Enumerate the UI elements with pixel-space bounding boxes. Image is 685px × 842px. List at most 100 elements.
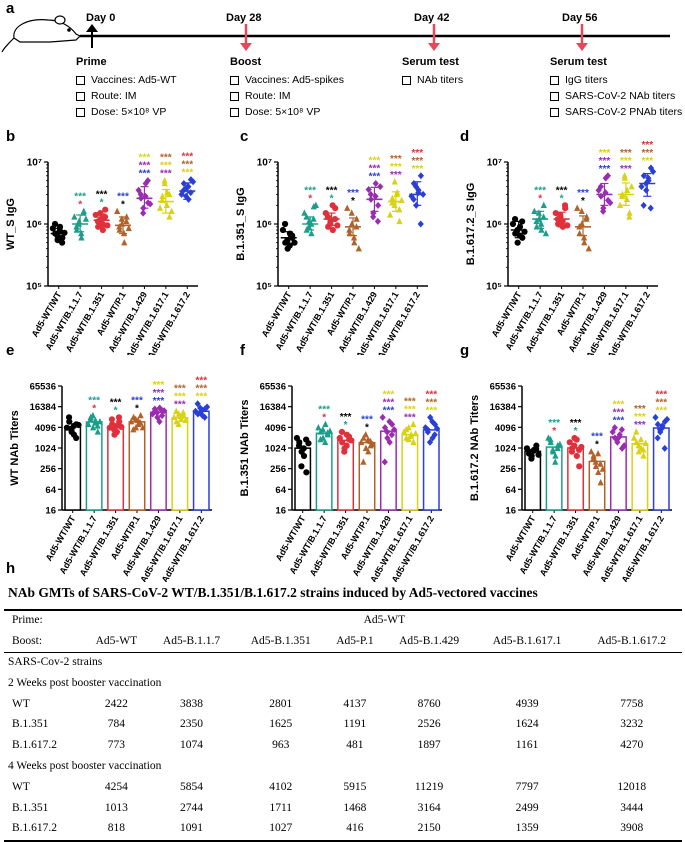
data-point	[370, 213, 377, 221]
data-point	[597, 460, 604, 467]
data-point	[407, 432, 415, 440]
data-point	[104, 222, 111, 229]
row-label: B.1.351	[12, 718, 49, 731]
significance-star: ***	[139, 161, 151, 172]
table-header-rule	[4, 652, 682, 653]
table-cell: 1074	[179, 739, 203, 752]
table-cell: 1191	[343, 718, 367, 731]
column-header: Ad5-B.1.351	[250, 635, 311, 648]
mouse-icon	[1, 15, 82, 53]
table-cell: 1013	[104, 801, 128, 814]
data-point	[640, 452, 647, 459]
data-point	[322, 420, 329, 428]
data-point	[616, 201, 624, 209]
timeline	[1, 15, 670, 53]
table-cell: 3908	[620, 822, 644, 835]
y-tick-label: 16	[505, 506, 516, 517]
significance-star: ***	[153, 380, 165, 391]
data-point	[187, 189, 194, 197]
significance-star: ***	[404, 404, 416, 415]
data-point	[71, 213, 78, 220]
table-header-row: Boost: Ad5-WT Ad5-B.1.1.7 Ad5-B.1.351 Ad5-P.…	[4, 631, 684, 652]
column-header: Ad5-B.1.1.7	[162, 635, 221, 648]
y-tick-label: 256	[500, 464, 516, 475]
data-point	[154, 409, 161, 417]
significance-star: ***	[556, 185, 568, 196]
significance-star: ***	[613, 408, 625, 419]
boost-item: Dose: 5×10⁸ VP	[230, 106, 320, 118]
data-point	[578, 443, 585, 451]
data-point	[51, 220, 59, 228]
significance-star: ***	[160, 153, 172, 164]
data-point	[344, 204, 351, 211]
significance-star: ***	[181, 160, 193, 171]
significance-star: ***	[634, 412, 646, 423]
day-56-label: Day 56	[562, 12, 598, 24]
data-point	[427, 413, 434, 421]
data-point	[89, 423, 97, 431]
y-tick-label: 16384	[30, 402, 57, 413]
data-point	[59, 239, 66, 246]
gmt-table: Prime: Ad5-WT Boost: Ad5-WT Ad5-B.1.1.7 Ad5-B…	[4, 610, 684, 839]
significance-star: ***	[634, 420, 646, 431]
data-point	[180, 408, 187, 416]
data-point	[638, 183, 645, 191]
data-point	[94, 428, 101, 435]
data-point	[350, 234, 358, 241]
data-point	[317, 435, 324, 443]
data-point	[381, 458, 388, 466]
significance-star: ***	[117, 191, 129, 202]
data-point	[75, 421, 82, 429]
significance-star: ***	[153, 388, 165, 399]
column-header: Ad5-P.1	[336, 635, 374, 648]
y-tick-label: 1024	[495, 444, 517, 455]
prime-title: Prime	[76, 56, 107, 68]
significance-star: ***	[361, 415, 373, 426]
significance-star: ***	[425, 397, 437, 408]
table-cell: 4254	[104, 780, 128, 793]
table-cell: 3838	[179, 697, 203, 710]
bar	[192, 410, 210, 511]
checkbox-icon	[550, 91, 559, 101]
boost-item: Vaccines: Ad5-spikes	[230, 74, 344, 86]
y-tick-label: 1024	[35, 444, 57, 455]
data-point	[412, 429, 419, 437]
data-point	[308, 229, 315, 237]
data-point	[540, 201, 547, 209]
checkbox-icon	[230, 91, 239, 101]
data-point	[410, 420, 417, 428]
data-point	[166, 190, 173, 198]
table-row: B.1.617.2 818 1091 1027 416 2150 1359 3908	[4, 818, 684, 839]
data-point	[362, 430, 369, 438]
data-point	[137, 419, 144, 426]
significance-star: ***	[160, 169, 172, 180]
y-tick-label: 4096	[35, 423, 56, 434]
y-tick-label: 256	[270, 464, 286, 475]
data-point	[531, 207, 538, 215]
chart-b16172-nab: 16 64 256 1024 4096 16384 65536 B.1.617.2 NAb T…	[469, 382, 672, 582]
data-point	[144, 177, 151, 185]
table-cell: 1625	[269, 718, 293, 731]
data-point	[177, 412, 185, 420]
table-cell: 1027	[269, 822, 293, 835]
data-point	[360, 434, 367, 441]
table-cell: 4270	[620, 739, 644, 752]
table-section-row: 2 Weeks post booster vaccination	[4, 672, 684, 693]
y-tick-label: 10⁵	[486, 282, 502, 293]
data-point	[140, 209, 147, 217]
data-point	[339, 439, 346, 446]
table-cell: 963	[272, 739, 290, 752]
data-point	[592, 458, 599, 465]
data-point	[80, 209, 87, 216]
data-point	[552, 452, 559, 459]
data-point	[156, 204, 164, 211]
significance-star: ***	[383, 389, 395, 400]
y-axis-label: B.1.351 NAb Titers	[239, 399, 251, 496]
data-point	[635, 447, 642, 455]
data-point	[300, 445, 307, 452]
data-point	[121, 238, 128, 246]
row-label: WT	[12, 780, 30, 793]
table-cell: 1468	[343, 801, 367, 814]
data-point	[630, 434, 638, 441]
data-point	[85, 420, 92, 428]
